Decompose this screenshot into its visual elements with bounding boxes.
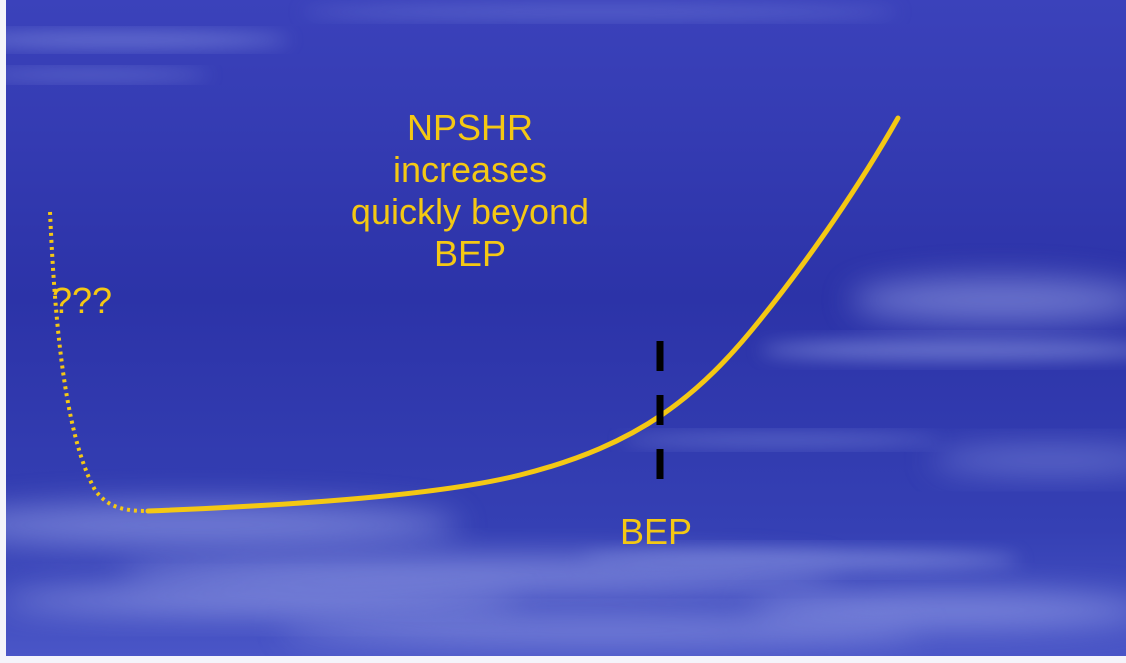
slide-bottom-edge: [0, 656, 1126, 663]
npshr-curve-extrapolated: [48, 211, 149, 513]
slide-left-edge: [0, 0, 6, 663]
annotation-line: BEP: [433, 233, 507, 274]
npshr-curve: [145, 115, 901, 514]
annotation-line: increases: [392, 149, 548, 190]
unknown-label: ???: [52, 280, 113, 321]
npshr-annotation: NPSHR increases quickly beyond BEP: [280, 107, 660, 275]
annotation-line: NPSHR: [406, 107, 534, 148]
bep-label: BEP: [619, 511, 693, 552]
annotation-line: quickly beyond: [350, 191, 590, 232]
